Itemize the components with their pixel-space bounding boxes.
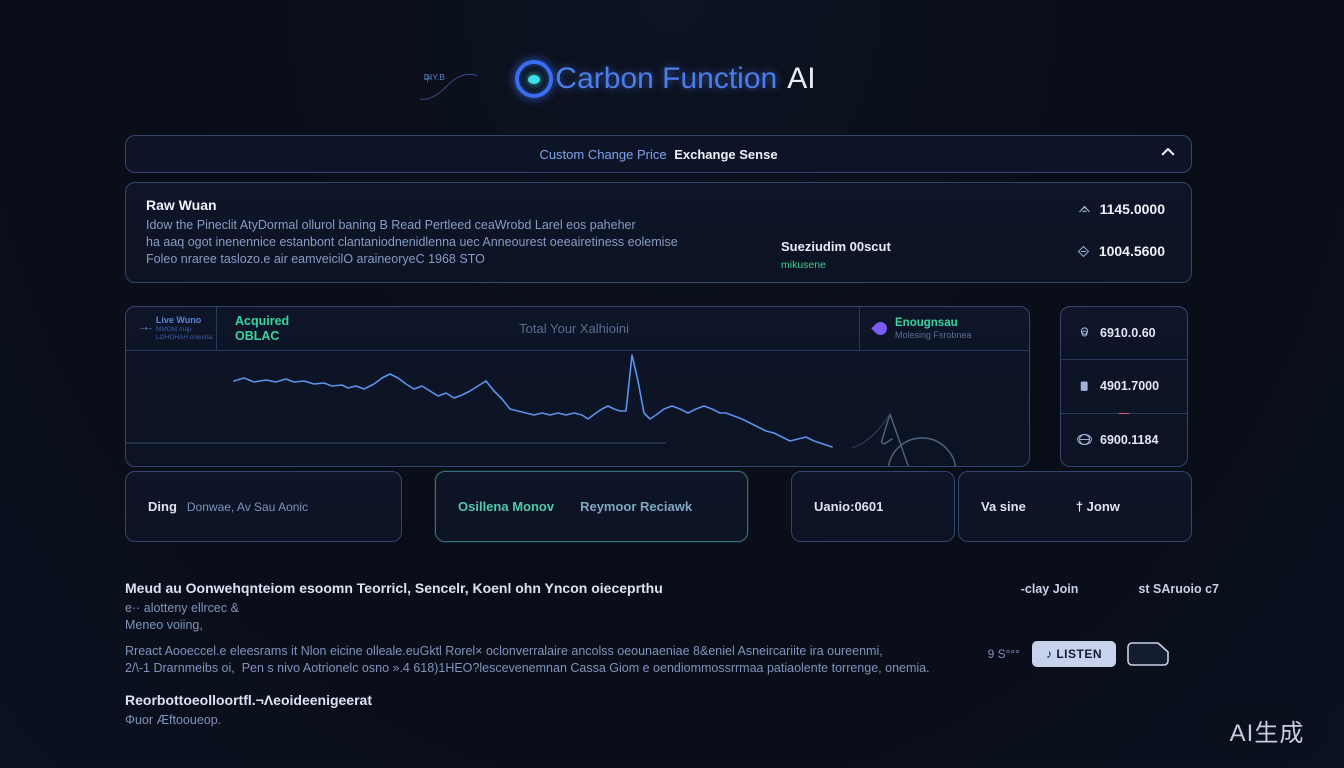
svg-text:DIY.B: DIY.B (424, 72, 446, 82)
